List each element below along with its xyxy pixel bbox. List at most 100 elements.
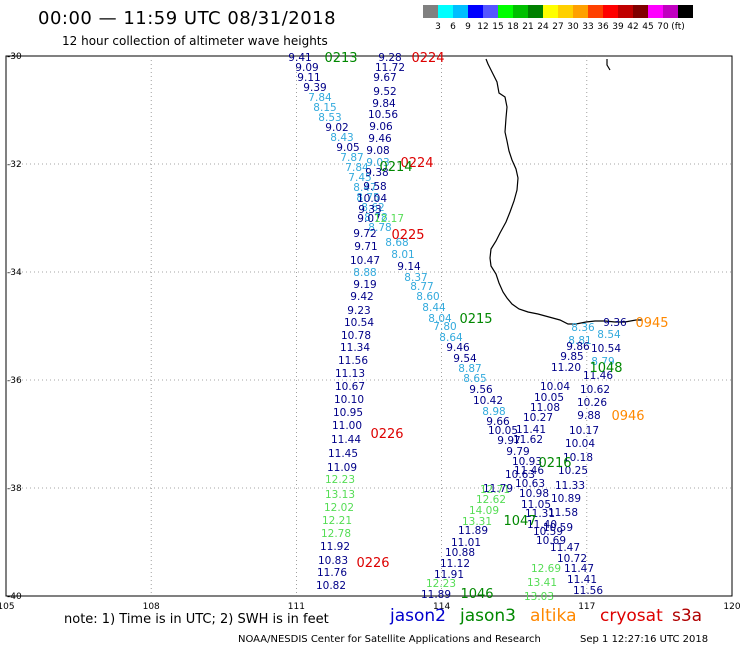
color-swatch — [498, 5, 513, 18]
generation-timestamp: Sep 1 12:27:16 UTC 2018 — [580, 634, 709, 645]
swh-value: 10.18 — [563, 452, 593, 464]
graticule-grid — [5, 55, 733, 597]
swh-value: 11.09 — [327, 462, 357, 474]
swh-value: 9.19 — [353, 279, 376, 291]
observation-layer: 9.419.099.119.397.848.158.539.028.439.05… — [288, 52, 627, 603]
color-swatch — [663, 5, 678, 18]
swh-value: 9.54 — [453, 353, 477, 365]
pass-time-label: 0945 — [635, 316, 668, 331]
swh-value: 11.46 — [583, 370, 613, 382]
swh-value: 9.33 — [358, 204, 381, 216]
color-scale-label: (ft) — [671, 22, 685, 32]
swh-value: 9.52 — [373, 86, 396, 98]
lon-tick-label: 120 — [723, 602, 740, 612]
swh-value: 13.13 — [325, 489, 355, 501]
swh-value: 7.84 — [308, 92, 332, 104]
color-swatch — [423, 5, 438, 18]
swh-value: 9.06 — [369, 121, 393, 133]
swh-value: 9.41 — [288, 52, 311, 64]
color-swatch — [573, 5, 588, 18]
lon-tick-label: 114 — [433, 602, 450, 612]
swh-value: 10.59 — [543, 522, 573, 534]
swh-value: 12.62 — [476, 494, 506, 506]
swh-value: 9.07 — [357, 213, 380, 225]
color-swatch — [648, 5, 663, 18]
swh-value: 9.42 — [350, 291, 373, 303]
color-scale-label: 39 — [612, 22, 624, 32]
swh-value: 10.54 — [591, 343, 621, 355]
swh-value: 11.40 — [527, 519, 557, 531]
swh-value: 10.17 — [569, 425, 599, 437]
map-frame — [5, 55, 733, 597]
swh-value: 10.69 — [536, 535, 566, 547]
swh-value: 9.38 — [365, 167, 388, 179]
swh-value: 8.60 — [416, 291, 439, 303]
swh-value: 11.56 — [573, 585, 603, 597]
footer-credit: NOAA/NESDIS Center for Satellite Applica… — [238, 634, 541, 645]
swh-value: 10.67 — [335, 381, 365, 393]
pass-time-label: 1048 — [589, 361, 622, 376]
swh-value: 10.72 — [557, 553, 587, 565]
swh-value: 11.91 — [434, 569, 464, 581]
pass-label-layer: 0213 022402240214022502150226021610470226… — [324, 51, 668, 602]
color-scale-label: 6 — [450, 22, 456, 32]
color-scale-label: 12 — [477, 22, 489, 32]
coastline-north-fragment — [606, 59, 611, 71]
swh-value: 12.69 — [531, 563, 561, 575]
swh-value: 11.45 — [328, 448, 358, 460]
color-scale-label: 18 — [507, 22, 519, 32]
lat-tick-label: -38 — [7, 484, 22, 494]
color-scale-label: 45 — [642, 22, 654, 32]
swh-value: 8.15 — [313, 102, 336, 114]
color-swatch — [543, 5, 558, 18]
color-swatch — [438, 5, 453, 18]
swh-value: 10.93 — [512, 456, 542, 468]
pass-time-label: 0216 — [538, 456, 571, 471]
color-swatch — [558, 5, 573, 18]
swh-value: 8.37 — [404, 272, 427, 284]
swh-value: 10.47 — [350, 255, 380, 267]
swh-value: 12.78 — [321, 528, 351, 540]
swh-value: 11.47 — [564, 563, 594, 575]
swh-value: 11.89 — [421, 589, 451, 601]
swh-value: 9.05 — [336, 142, 359, 154]
swh-value: 13.31 — [462, 516, 492, 528]
swh-value: 8.44 — [422, 302, 446, 314]
lon-tick-label: 108 — [143, 602, 160, 612]
swh-value: 9.72 — [353, 228, 376, 240]
lat-tick-label: -36 — [7, 376, 22, 386]
swh-value: 11.92 — [320, 541, 350, 553]
swh-value: 10.82 — [316, 580, 346, 592]
swh-value: 11.31 — [525, 508, 555, 520]
swh-value: 8.78 — [364, 212, 387, 224]
swh-value: 9.84 — [372, 98, 396, 110]
swh-value: 10.98 — [519, 488, 549, 500]
swh-value: 10.04 — [540, 381, 570, 393]
swh-value: 8.54 — [597, 329, 621, 341]
swh-value: 9.67 — [373, 72, 396, 84]
color-scale-label: 33 — [582, 22, 594, 32]
swh-value: 9.46 — [446, 342, 470, 354]
swh-value: 13.41 — [527, 577, 557, 589]
lat-tick-label: -40 — [7, 592, 22, 602]
color-swatch — [513, 5, 528, 18]
pass-time-label: 0215 — [459, 312, 492, 327]
swh-value: 11.34 — [340, 342, 370, 354]
swh-value: 11.12 — [440, 558, 470, 570]
map-title: 00:00 — 11:59 UTC 08/31/2018 — [38, 8, 337, 29]
swh-value: 11.47 — [550, 542, 580, 554]
color-scale-label: 70 — [657, 22, 669, 32]
swh-value: 8.88 — [353, 267, 376, 279]
swh-value: 9.14 — [397, 261, 421, 273]
pass-time-label: 0225 — [391, 228, 424, 243]
swh-value: 9.66 — [486, 416, 510, 428]
swh-value: 10.04 — [565, 438, 595, 450]
swh-value: 8.04 — [428, 313, 452, 325]
swh-value: 11.20 — [551, 362, 581, 374]
swh-value: 9.79 — [506, 446, 529, 458]
swh-value: 10.27 — [523, 412, 553, 424]
pass-time-label: 0224 — [400, 156, 433, 171]
swh-value: 8.43 — [330, 132, 353, 144]
swh-value: 11.56 — [338, 355, 368, 367]
lon-tick-label: 117 — [578, 602, 595, 612]
